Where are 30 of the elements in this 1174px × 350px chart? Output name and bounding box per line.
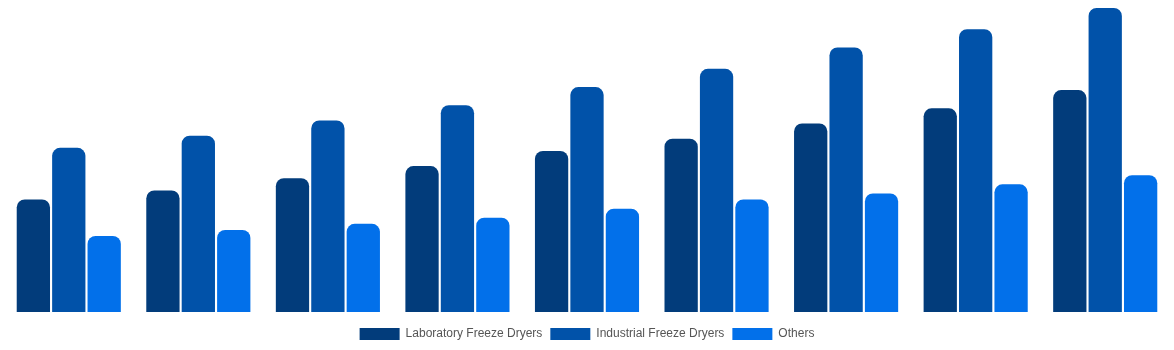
- bar: [1053, 90, 1087, 312]
- bar: [311, 120, 345, 312]
- bar: [346, 223, 380, 312]
- bar: [994, 184, 1028, 312]
- bar: [959, 29, 993, 312]
- bar: [405, 166, 439, 312]
- bar: [664, 138, 698, 312]
- bar: [864, 193, 899, 312]
- legend-label: Others: [778, 326, 815, 341]
- bar: [570, 87, 604, 312]
- bar: [181, 135, 215, 312]
- bar: [146, 190, 180, 312]
- bar: [735, 199, 769, 312]
- bar: [1123, 175, 1158, 312]
- bar: [217, 229, 251, 312]
- bar: [1088, 8, 1122, 312]
- legend-label: Industrial Freeze Dryers: [596, 326, 725, 341]
- bar: [794, 123, 828, 312]
- bar: [534, 150, 569, 312]
- legend-label: Laboratory Freeze Dryers: [405, 326, 543, 341]
- bar: [923, 108, 957, 312]
- bar: [87, 236, 121, 312]
- bar: [275, 178, 310, 312]
- bar: [829, 47, 863, 312]
- bar: [16, 199, 51, 312]
- bar: [440, 105, 475, 312]
- bar: [52, 147, 86, 312]
- bar: [699, 68, 734, 312]
- bar: [476, 217, 510, 312]
- bar: [605, 208, 640, 312]
